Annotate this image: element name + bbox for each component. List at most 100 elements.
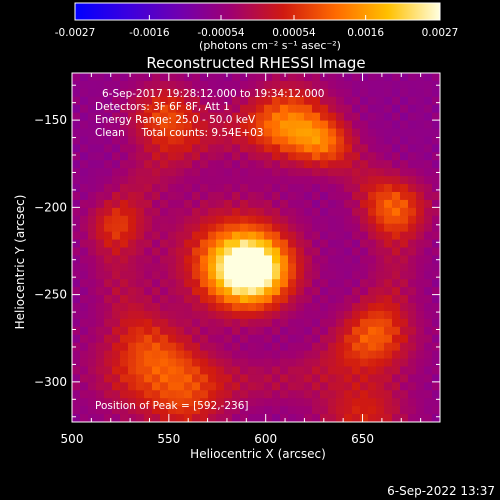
heatmap-cell xyxy=(384,112,393,122)
heatmap-cell xyxy=(96,247,105,257)
heatmap-cell xyxy=(72,398,81,407)
heatmap-cell xyxy=(128,184,137,193)
heatmap-cell xyxy=(296,215,305,225)
heatmap-cell xyxy=(400,342,409,352)
heatmap-cell xyxy=(120,199,129,209)
heatmap-cell xyxy=(88,326,97,336)
heatmap-cell xyxy=(272,334,281,344)
heatmap-cell xyxy=(312,239,321,249)
heatmap-cell xyxy=(352,96,361,106)
heatmap-cell xyxy=(408,152,417,161)
x-axis-label: Heliocentric X (arcsec) xyxy=(190,447,326,461)
heatmap-cell xyxy=(416,215,425,225)
heatmap-cell xyxy=(288,168,297,177)
heatmap-cell xyxy=(376,152,385,161)
heatmap-cell xyxy=(408,255,417,264)
heatmap-cell xyxy=(160,96,169,106)
heatmap-cell xyxy=(384,366,393,376)
heatmap-cell xyxy=(208,318,217,328)
heatmap-cell xyxy=(392,342,401,352)
heatmap-cell xyxy=(216,152,225,161)
heatmap-cell xyxy=(328,255,337,264)
heatmap-cell xyxy=(416,342,425,352)
heatmap-cell xyxy=(192,96,201,106)
heatmap-cell xyxy=(344,73,353,82)
heatmap-cell xyxy=(176,96,185,106)
heatmap-cell xyxy=(176,191,185,201)
heatmap-cell xyxy=(224,136,233,145)
heatmap-cell xyxy=(104,88,113,98)
heatmap-cell xyxy=(352,152,361,161)
heatmap-cell xyxy=(112,136,121,145)
heatmap-cell xyxy=(264,184,273,193)
heatmap-cell xyxy=(96,279,105,288)
heatmap-cell xyxy=(320,112,329,122)
heatmap-cell xyxy=(392,80,401,90)
heatmap-cell xyxy=(352,247,361,257)
heatmap-cell xyxy=(264,303,273,312)
heatmap-cell xyxy=(368,239,377,249)
heatmap-cell xyxy=(136,326,145,336)
heatmap-cell xyxy=(248,398,257,407)
heatmap-cell xyxy=(176,80,185,90)
heatmap-cell xyxy=(176,231,185,241)
heatmap-cell xyxy=(184,366,193,376)
heatmap-cell xyxy=(432,303,440,312)
heatmap-cell xyxy=(144,239,153,249)
heatmap-cell xyxy=(224,215,233,225)
heatmap-cell xyxy=(176,263,185,272)
heatmap-cell xyxy=(160,184,169,193)
heatmap-cell xyxy=(344,310,353,320)
heatmap-cell xyxy=(128,398,137,407)
heatmap-cell xyxy=(200,350,209,360)
heatmap-cell xyxy=(384,239,393,249)
heatmap-cell xyxy=(272,295,281,304)
heatmap-cell xyxy=(112,223,121,233)
heatmap-cell xyxy=(376,144,385,153)
heatmap-cell xyxy=(176,326,185,336)
heatmap-cell xyxy=(408,168,417,177)
heatmap-cell xyxy=(312,152,321,161)
heatmap-cell xyxy=(408,287,417,296)
heatmap-cell xyxy=(288,326,297,336)
heatmap-cell xyxy=(272,73,281,82)
heatmap-cell xyxy=(216,176,225,185)
heatmap-cell xyxy=(192,152,201,161)
heatmap-cell xyxy=(312,231,321,241)
heatmap-cell xyxy=(72,152,81,161)
heatmap-cell xyxy=(360,326,369,336)
heatmap-cell xyxy=(176,136,185,145)
heatmap-cell xyxy=(272,318,281,328)
heatmap-cell xyxy=(280,358,289,368)
heatmap-cell xyxy=(392,374,401,383)
heatmap-cell xyxy=(248,303,257,312)
heatmap-cell xyxy=(400,310,409,320)
heatmap-cell xyxy=(344,168,353,177)
heatmap-cell xyxy=(328,128,337,138)
heatmap-cell xyxy=(104,271,113,280)
heatmap-cell xyxy=(176,382,185,391)
heatmap-cell xyxy=(288,136,297,145)
heatmap-cell xyxy=(88,406,97,415)
heatmap-cell xyxy=(408,310,417,320)
heatmap-cell xyxy=(328,398,337,407)
heatmap-cell xyxy=(144,398,153,407)
heatmap-cell xyxy=(216,263,225,272)
heatmap-cell xyxy=(312,160,321,169)
heatmap-cell xyxy=(128,144,137,153)
heatmap-cell xyxy=(312,279,321,288)
heatmap-cell xyxy=(248,73,257,82)
heatmap-cell xyxy=(304,374,313,383)
heatmap-cell xyxy=(240,398,249,407)
heatmap-cell xyxy=(376,207,385,217)
heatmap-cell xyxy=(240,215,249,225)
heatmap-cell xyxy=(192,184,201,193)
heatmap-cell xyxy=(128,128,137,138)
heatmap-cell xyxy=(368,152,377,161)
heatmap-cell xyxy=(376,184,385,193)
heatmap-cell xyxy=(344,255,353,264)
heatmap-cell xyxy=(256,104,265,114)
heatmap-cell xyxy=(296,342,305,352)
heatmap-cell xyxy=(160,382,169,391)
heatmap-cell xyxy=(336,255,345,264)
